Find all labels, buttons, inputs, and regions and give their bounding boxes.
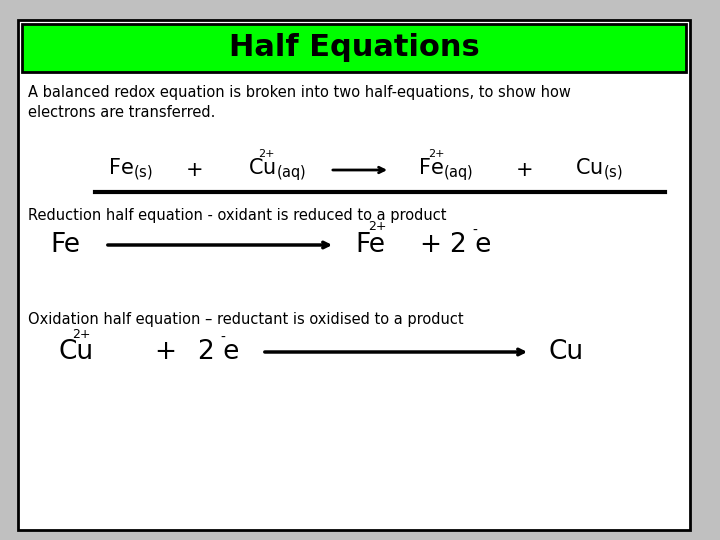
Text: A balanced redox equation is broken into two half-equations, to show how
electro: A balanced redox equation is broken into… [28,85,571,120]
Text: 2+: 2+ [428,149,444,159]
Text: 2+: 2+ [72,327,91,341]
Text: +: + [516,160,534,180]
Text: 2 e: 2 e [450,232,491,258]
Text: 2+: 2+ [258,149,274,159]
Text: Fe: Fe [355,232,385,258]
Text: Cu$_{\sf{(s)}}$: Cu$_{\sf{(s)}}$ [575,157,623,183]
Text: 2+: 2+ [368,220,387,233]
Text: +: + [419,232,441,258]
Text: -: - [220,331,225,345]
Text: Fe$_{\sf{(aq)}}$: Fe$_{\sf{(aq)}}$ [418,157,473,184]
Text: +: + [186,160,204,180]
Text: Fe$_{\sf{(s)}}$: Fe$_{\sf{(s)}}$ [107,157,153,183]
Text: Reduction half equation - oxidant is reduced to a product: Reduction half equation - oxidant is red… [28,208,446,223]
Text: Oxidation half equation – reductant is oxidised to a product: Oxidation half equation – reductant is o… [28,312,464,327]
Text: Cu$_{\sf{(aq)}}$: Cu$_{\sf{(aq)}}$ [248,157,306,184]
Text: Half Equations: Half Equations [229,33,480,63]
Text: -: - [472,224,477,238]
Text: Cu: Cu [548,339,583,365]
Text: +: + [154,339,176,365]
Text: Fe: Fe [50,232,80,258]
Text: 2 e: 2 e [198,339,239,365]
Text: Cu: Cu [58,339,93,365]
Bar [22,24,686,72]
